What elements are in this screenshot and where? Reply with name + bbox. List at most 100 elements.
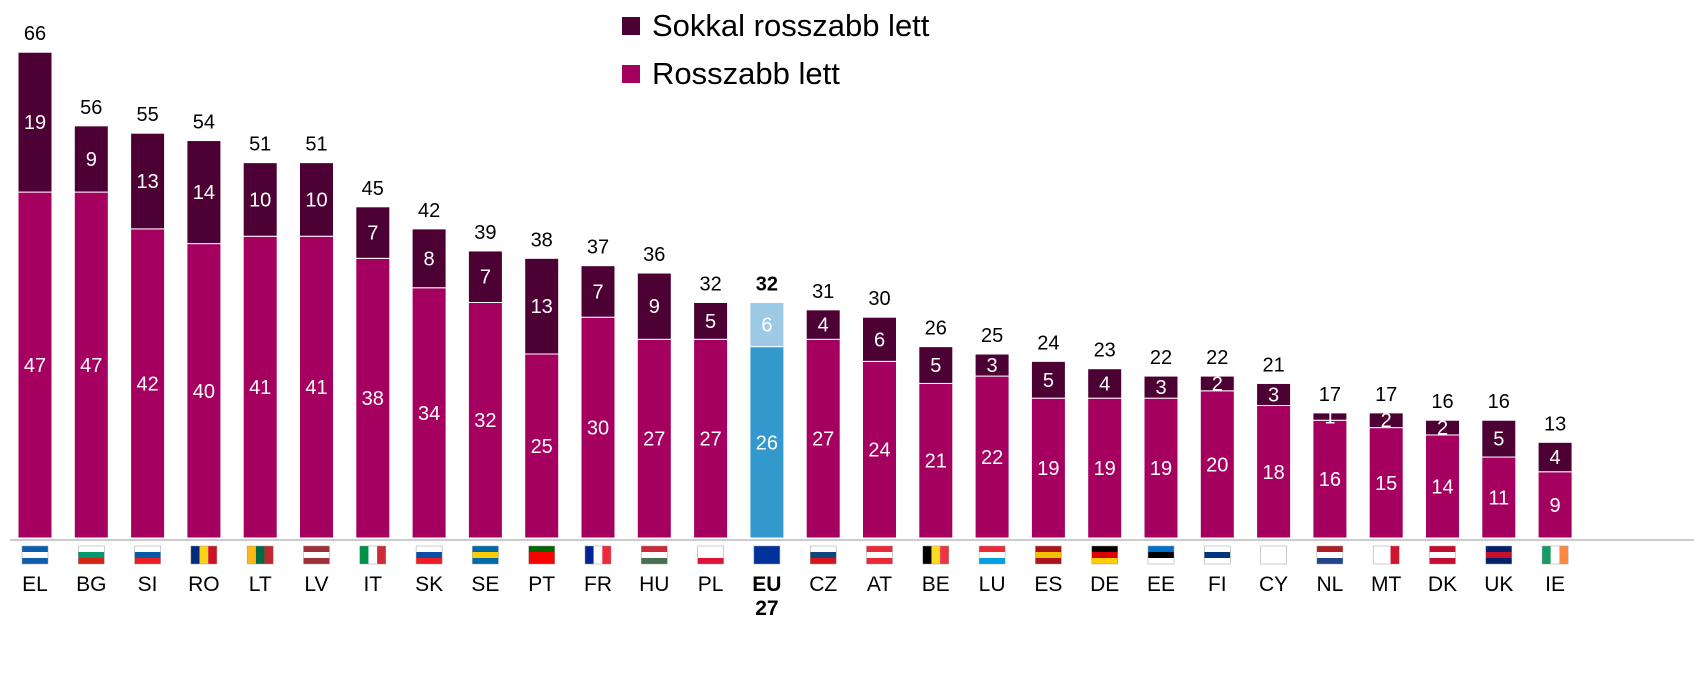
segment-label: 19 xyxy=(24,112,46,134)
x-tick-label: FI xyxy=(1207,573,1227,596)
flag-part xyxy=(78,558,105,564)
bar-segment xyxy=(749,346,785,539)
flag-part xyxy=(753,552,780,558)
flag-part xyxy=(1485,552,1512,558)
flag-border xyxy=(866,545,893,565)
segment-label: 19 xyxy=(1150,458,1172,480)
segment-label: 34 xyxy=(418,403,440,425)
total-label: 37 xyxy=(587,237,609,259)
flag-part xyxy=(1204,546,1231,552)
segment-label: 42 xyxy=(136,373,158,395)
total-label: 36 xyxy=(643,244,665,266)
flag-part xyxy=(134,546,161,552)
flag-part xyxy=(1542,546,1551,564)
x-tick-label: PT xyxy=(528,573,556,596)
total-label: 45 xyxy=(362,178,384,200)
segment-label: 47 xyxy=(24,355,46,377)
x-tick-label: HU xyxy=(639,573,670,596)
segment-label: 7 xyxy=(592,281,603,303)
total-label: 30 xyxy=(868,288,890,310)
segment-label: 16 xyxy=(1319,469,1341,491)
flag-part xyxy=(134,552,161,558)
bar-segment xyxy=(636,272,672,340)
flag-part xyxy=(593,546,603,564)
segment-label: 30 xyxy=(587,418,609,440)
legend-label: Sokkal rosszabb lett xyxy=(652,8,930,43)
total-label: 24 xyxy=(1037,332,1059,354)
segment-label: 21 xyxy=(925,451,947,473)
flag-part xyxy=(866,552,893,558)
total-label: 13 xyxy=(1544,413,1566,435)
x-tick-label: SE xyxy=(471,573,500,596)
segment-label: 22 xyxy=(981,447,1003,469)
flag-part xyxy=(1091,546,1118,552)
flag-part xyxy=(1204,558,1231,564)
flag-part xyxy=(753,546,780,552)
bar-segment xyxy=(1199,390,1235,539)
flag-part xyxy=(528,546,555,552)
flag-part xyxy=(1381,546,1391,564)
bar-segment xyxy=(636,338,672,539)
segment-label: 14 xyxy=(193,182,215,204)
segment-label: 4 xyxy=(1550,447,1561,469)
flag-part xyxy=(866,558,893,564)
x-tick-label: MT xyxy=(1371,573,1402,596)
segment-label: 10 xyxy=(249,189,271,211)
bar-segment xyxy=(299,235,334,539)
flag-part xyxy=(1429,558,1456,564)
segment-label: 24 xyxy=(868,440,890,462)
x-tick-label: LT xyxy=(248,573,272,596)
flag-border xyxy=(303,545,330,565)
x-tick-label: LV xyxy=(304,573,329,596)
flag-border xyxy=(697,545,724,565)
flag-border xyxy=(1316,545,1344,565)
bar-segment xyxy=(299,162,334,237)
total-label: 42 xyxy=(418,200,440,222)
segment-label: 18 xyxy=(1262,462,1284,484)
bar-segment xyxy=(73,125,109,193)
bar-segment xyxy=(1368,412,1404,429)
flag-border xyxy=(978,545,1006,565)
total-label: 17 xyxy=(1319,384,1341,406)
segment-label: 10 xyxy=(305,189,327,211)
bar-segment xyxy=(73,191,109,539)
flag-part xyxy=(1429,546,1456,552)
flag-border xyxy=(922,545,950,565)
flag-part xyxy=(303,552,330,558)
segment-label: 13 xyxy=(531,296,553,318)
total-label: 16 xyxy=(1431,391,1453,413)
segment-label: 1 xyxy=(1324,407,1335,429)
flag-border xyxy=(528,545,555,565)
bar-segment xyxy=(974,375,1010,539)
x-tick-label: CZ xyxy=(809,573,838,596)
bar-segment xyxy=(1199,375,1235,392)
bar-segment xyxy=(186,140,222,245)
segment-label: 47 xyxy=(80,355,102,377)
x-tick-label: EU 27 xyxy=(752,573,782,620)
flag-part xyxy=(1373,546,1382,564)
flag-part xyxy=(940,546,949,564)
segment-label: 6 xyxy=(874,329,885,351)
segment-label: 2 xyxy=(1381,410,1392,432)
flag-border xyxy=(246,545,274,565)
flag-part xyxy=(22,546,48,552)
legend-swatch xyxy=(622,65,640,83)
flag-part xyxy=(377,546,386,564)
total-label: 32 xyxy=(756,273,778,295)
segment-label: 9 xyxy=(649,296,660,318)
flag-part xyxy=(1035,552,1062,558)
flag-part xyxy=(753,558,780,564)
x-tick-label: EE xyxy=(1146,573,1175,596)
flag-part xyxy=(979,546,1006,552)
bar-segment xyxy=(524,353,560,539)
flag-part xyxy=(697,546,724,552)
flag-part xyxy=(1485,546,1512,552)
segment-label: 9 xyxy=(1550,495,1561,517)
x-tick-label: BE xyxy=(921,573,950,596)
segment-label: 41 xyxy=(249,377,271,399)
flag-part xyxy=(585,546,594,564)
flag-part xyxy=(810,546,837,552)
bar-segment xyxy=(242,162,278,237)
flag-part xyxy=(1035,558,1062,564)
